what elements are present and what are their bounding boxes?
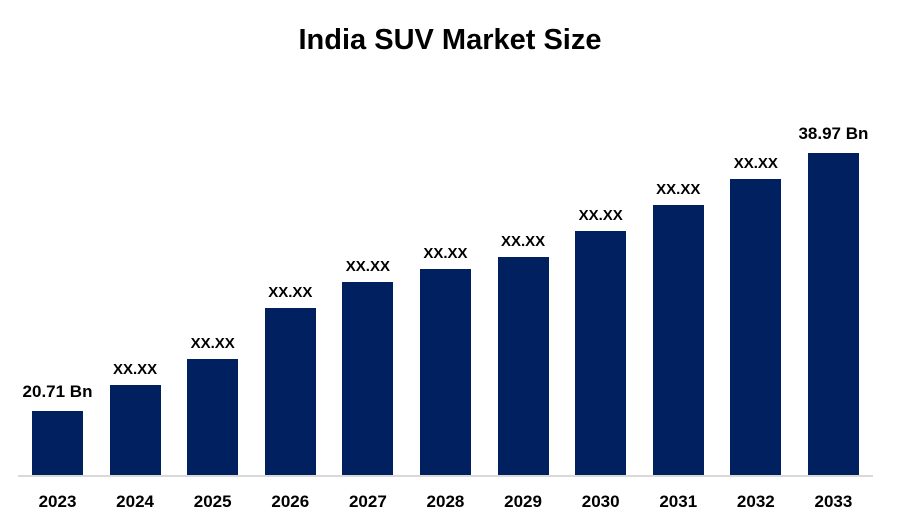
bar-value-label: XX.XX (423, 245, 468, 262)
plot-area: 20.71 Bn 2023 XX.XX 2024 XX.XX 2025 XX.XX 2026 X… (23, 95, 869, 511)
chart-title: India SUV Market Size (298, 24, 602, 56)
bar-group-2028: XX.XX 2028 (419, 95, 471, 511)
bar-value-label: XX.XX (656, 181, 701, 198)
bar-value-label: XX.XX (500, 233, 546, 250)
bar-2027 (342, 282, 394, 475)
x-axis-tick-label: 2028 (426, 492, 465, 511)
bar-value-label: XX.XX (578, 207, 623, 224)
x-axis-tick-label: 2024 (116, 492, 155, 511)
bar-value-label: XX.XX (190, 335, 235, 352)
bar-group-2023: 20.71 Bn 2023 (23, 95, 93, 511)
bar-2033 (807, 153, 859, 475)
bar-2029 (497, 257, 549, 475)
bar-value-label: XX.XX (268, 284, 313, 301)
bar-value-label: 20.71 Bn (22, 382, 93, 401)
x-axis-tick-label: 2025 (193, 492, 232, 511)
x-axis-tick-label: 2032 (736, 492, 775, 511)
bar-value-label: XX.XX (733, 155, 778, 172)
bar-value-label: 38.97 Bn (798, 124, 869, 143)
bar-group-2025: XX.XX 2025 (187, 95, 239, 511)
bar-value-label: XX.XX (345, 258, 390, 275)
bar-2026 (264, 308, 316, 475)
bar-group-2026: XX.XX 2026 (264, 95, 316, 511)
bar-2025 (187, 359, 239, 475)
bar-value-label: XX.XX (113, 361, 158, 378)
bar-group-2033: 38.97 Bn 2033 (798, 95, 868, 511)
x-axis-tick-label: 2030 (581, 492, 620, 511)
x-axis-tick-label: 2027 (348, 492, 387, 511)
bar-group-2032: XX.XX 2032 (730, 95, 782, 511)
x-axis-tick-label: 2029 (504, 492, 542, 511)
x-axis-tick-label: 2023 (38, 492, 77, 511)
bar-group-2024: XX.XX 2024 (109, 95, 161, 511)
x-axis-tick-label: 2026 (271, 492, 310, 511)
bar-group-2027: XX.XX 2027 (342, 95, 394, 511)
bar-2030 (575, 231, 627, 475)
bar-2031 (652, 205, 704, 475)
bar-2023 (32, 411, 83, 475)
bar-2028 (419, 269, 471, 475)
bar-2032 (730, 179, 782, 475)
x-axis-tick-label: 2033 (814, 492, 853, 511)
x-axis-line (18, 475, 873, 477)
bar-group-2029: XX.XX 2029 (497, 95, 549, 511)
bar-group-2030: XX.XX 2030 (575, 95, 627, 511)
bar-2024 (109, 385, 161, 475)
x-axis-tick-label: 2031 (659, 492, 698, 511)
bar-group-2031: XX.XX 2031 (652, 95, 704, 511)
